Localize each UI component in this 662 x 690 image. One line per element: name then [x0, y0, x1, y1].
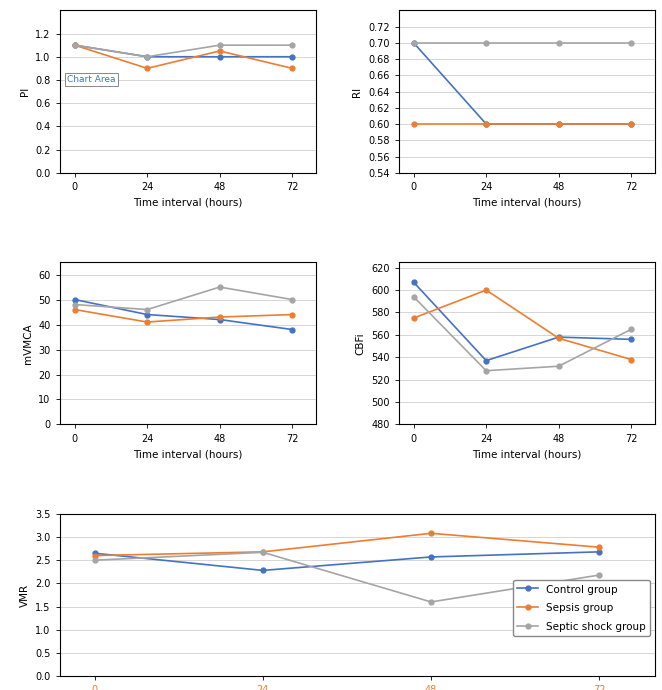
X-axis label: Time interval (hours): Time interval (hours) [133, 449, 243, 459]
X-axis label: Time interval (hours): Time interval (hours) [133, 197, 243, 207]
Text: Chart Area: Chart Area [68, 75, 116, 83]
X-axis label: Time interval (hours): Time interval (hours) [472, 197, 582, 207]
Y-axis label: RI: RI [352, 86, 362, 97]
X-axis label: Time interval (hours): Time interval (hours) [472, 449, 582, 459]
Y-axis label: VMR: VMR [19, 584, 30, 607]
Y-axis label: mVMCA: mVMCA [23, 323, 32, 364]
Y-axis label: CBFi: CBFi [355, 332, 365, 355]
Legend: Control group, Sepsis group, Septic shock group: Control group, Sepsis group, Septic shoc… [513, 580, 650, 635]
Y-axis label: PI: PI [20, 87, 30, 96]
